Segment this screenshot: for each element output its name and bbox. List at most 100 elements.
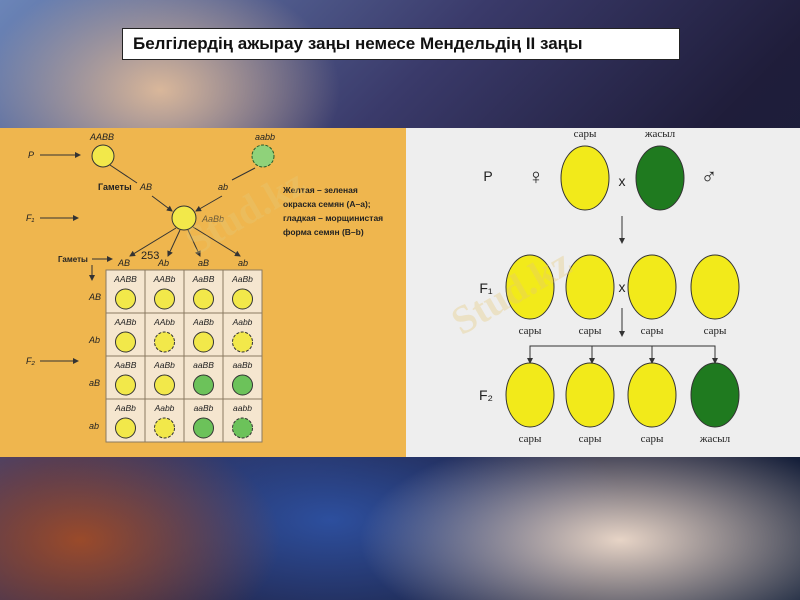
row-gamete-label: ab <box>89 421 99 431</box>
f1-pea-label: сары <box>704 325 727 337</box>
f1-gamete: ab <box>238 258 248 268</box>
gamete-p2: ab <box>218 182 228 192</box>
parent2-seed-wrinkled-green <box>251 144 275 168</box>
arrow <box>129 227 177 257</box>
f1-pea-label: сары <box>519 325 542 337</box>
gamete-p1: AB <box>139 182 152 192</box>
f1-label: F₁ <box>26 213 34 223</box>
legend-line: форма семян (B–b) <box>283 227 364 237</box>
bracket <box>529 345 716 354</box>
smooth-green-seed <box>193 374 214 396</box>
f1-seed <box>171 205 197 231</box>
smooth-yellow-seed <box>115 417 136 439</box>
row-gamete-label: Ab <box>88 335 100 345</box>
smooth-yellow-seed <box>154 374 175 396</box>
cell-genotype: AaBb <box>231 274 253 284</box>
pea-color-cross-panel: P ♀ сары x жасыл ♂ F₁ x F₂ сары сары сары с… <box>406 128 800 457</box>
f1-gamete: AB <box>117 258 130 268</box>
cell-genotype: aaBb <box>233 360 253 370</box>
f1-yellow-pea <box>627 254 677 320</box>
legend-line: гладкая – морщинистая <box>283 213 383 223</box>
f1-pea-label: сары <box>579 325 602 337</box>
smooth-yellow-seed <box>193 288 214 310</box>
legend-line: окраска семян (A–a); <box>283 199 371 209</box>
arrow <box>192 226 241 257</box>
f2-label: F₂ <box>26 356 35 366</box>
f1-yellow-pea <box>565 254 615 320</box>
gametes-label: Гаметы <box>98 182 132 192</box>
p-label: P <box>28 150 34 160</box>
f2-darkgreen-pea <box>690 362 740 428</box>
line <box>231 167 256 181</box>
cell-genotype: AaBB <box>114 360 137 370</box>
wrinkled-yellow-seed <box>154 417 175 439</box>
f1-gamete: aB <box>198 258 209 268</box>
cell-genotype: Aabb <box>154 403 175 413</box>
arrow <box>151 195 173 212</box>
smooth-yellow-seed <box>193 331 214 353</box>
slide-title: Белгілердің ажырау заңы немесе Мендельді… <box>122 28 680 60</box>
f1-gamete: Ab <box>157 258 169 268</box>
p-label: P <box>483 168 492 184</box>
f2-yellow-pea <box>565 362 615 428</box>
f1-gametes-label: Гаметы <box>58 255 88 264</box>
smooth-yellow-seed <box>115 374 136 396</box>
f2-pea-label: сары <box>579 433 602 445</box>
parent-label: сары <box>574 128 597 140</box>
f1-yellow-pea <box>505 254 555 320</box>
f1-pea-label: сары <box>641 325 664 337</box>
smooth-yellow-seed <box>154 288 175 310</box>
f2-yellow-pea <box>505 362 555 428</box>
female-symbol: ♀ <box>528 164 545 189</box>
smooth-yellow-seed <box>115 331 136 353</box>
right-diagram: P ♀ сары x жасыл ♂ F₁ x F₂ сары сары сары с… <box>479 128 740 445</box>
cell-genotype: AaBB <box>192 274 215 284</box>
page-number: 253 <box>141 250 159 262</box>
cell-genotype: AaBb <box>114 403 136 413</box>
wrinkled-yellow-seed <box>232 331 253 353</box>
parent-yellow-pea <box>560 145 610 211</box>
f2-pea-label: жасыл <box>699 433 731 445</box>
f2-pea-label: сары <box>641 433 664 445</box>
smooth-green-seed <box>193 417 214 439</box>
cell-genotype: AABb <box>153 274 176 284</box>
cross-symbol: x <box>619 173 626 189</box>
arrow <box>187 229 201 257</box>
f1-yellow-pea <box>690 254 740 320</box>
f2-yellow-pea <box>627 362 677 428</box>
cell-genotype: AaBb <box>192 317 214 327</box>
parent1-seed-smooth-yellow <box>91 144 115 168</box>
cell-genotype: aabb <box>233 403 252 413</box>
parent-label: жасыл <box>644 128 676 140</box>
parent2-genotype: aabb <box>255 132 275 142</box>
dihybrid-cross-textbook-panel: P AABB aabb Гаметы AB ab F₁ AaBb Желтая … <box>0 128 406 457</box>
punnett-square: AABB AABb AaBB AaBb AABb AAbb AaBb Aabb AaBB AaBb… <box>105 269 263 443</box>
arrow <box>167 229 181 257</box>
line <box>109 164 138 184</box>
male-symbol: ♂ <box>701 164 718 189</box>
f2-label: F₂ <box>479 387 493 403</box>
cell-genotype: aaBb <box>194 403 214 413</box>
legend-line: Желтая – зеленая <box>282 185 358 195</box>
row-gamete-label: AB <box>88 292 101 302</box>
cell-genotype: AABb <box>114 317 137 327</box>
f1-label: F₁ <box>479 280 493 296</box>
smooth-green-seed <box>232 374 253 396</box>
f2-pea-label: сары <box>519 433 542 445</box>
wrinkled-yellow-seed <box>154 331 175 353</box>
row-gamete-label: aB <box>89 378 100 388</box>
wrinkled-green-seed <box>232 417 253 439</box>
cell-genotype: AABB <box>113 274 137 284</box>
parent1-genotype: AABB <box>89 132 114 142</box>
smooth-yellow-seed <box>115 288 136 310</box>
smooth-yellow-seed <box>232 288 253 310</box>
cross-symbol: x <box>619 279 626 295</box>
cell-genotype: AAbb <box>153 317 175 327</box>
cell-genotype: aaBB <box>193 360 214 370</box>
cell-genotype: Aabb <box>232 317 253 327</box>
parent-green-pea <box>635 145 685 211</box>
arrow <box>195 195 223 212</box>
cell-genotype: AaBb <box>153 360 175 370</box>
f1-genotype: AaBb <box>201 214 224 224</box>
left-diagram: P AABB aabb Гаметы AB ab F₁ AaBb Желтая … <box>26 132 383 443</box>
